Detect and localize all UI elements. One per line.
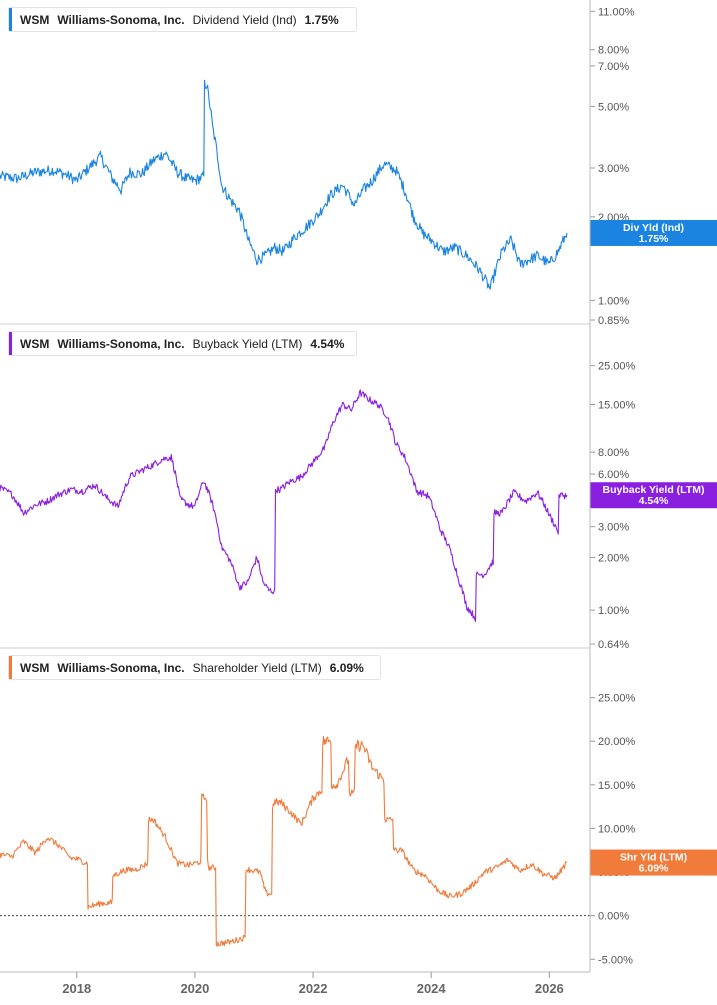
y-tick-label: 6.00% [598,469,629,481]
y-tick-label: 11.00% [598,6,635,18]
y-tick-label: 3.00% [598,522,629,534]
y-tick-label: 15.00% [598,399,636,411]
y-tick-label: 10.00% [598,823,636,835]
badge-value: 4.54% [639,495,669,507]
legend-text: WSM Williams-Sonoma, Inc. Buyback Yield (L… [20,337,345,351]
legend-company: Williams-Sonoma, Inc. [57,337,184,351]
legend-value: 6.09% [330,661,364,675]
badge-label: Buyback Yield (LTM) [603,484,705,496]
y-tick-label: 1.00% [598,295,629,307]
y-tick-label: 0.64% [598,639,629,651]
legend-value: 4.54% [310,337,344,351]
y-tick-label: 25.00% [598,361,636,373]
y-tick-label: 0.00% [598,911,629,923]
legend-company: Williams-Sonoma, Inc. [57,661,184,675]
buyback-yield-series-line [0,389,568,622]
y-tick-label: -5.00% [598,954,633,966]
x-tick-label: 2020 [180,981,209,996]
buyback-yield-legend: WSM Williams-Sonoma, Inc. Buyback Yield (L… [8,331,357,356]
legend-value: 1.75% [305,13,339,27]
legend-metric: Buyback Yield (LTM) [193,337,303,351]
y-tick-label: 7.00% [598,61,629,73]
legend-text: WSM Williams-Sonoma, Inc. Dividend Yield (… [20,13,339,27]
shareholder-yield-legend: WSM Williams-Sonoma, Inc. Shareholder Yiel… [8,655,381,680]
y-tick-label: 1.00% [598,605,629,617]
legend-color-swatch [9,332,12,355]
x-tick-label: 2024 [417,981,447,996]
y-tick-label: 8.00% [598,45,629,57]
y-tick-label: 3.00% [598,163,629,175]
y-tick-label: 15.00% [598,780,636,792]
dividend-yield-value-badge: Div Yld (Ind)1.75% [590,219,717,246]
legend-text: WSM Williams-Sonoma, Inc. Shareholder Yiel… [20,661,364,675]
shareholder-yield-panel: 25.00%20.00%15.00%10.00%5.00%0.00%-5.00%… [0,647,717,966]
y-tick-label: 2.00% [598,552,629,564]
legend-ticker: WSM [20,661,49,675]
legend-metric: Shareholder Yield (LTM) [193,661,322,675]
y-tick-label: 20.00% [598,736,636,748]
dividend-yield-series-line [0,79,568,290]
shareholder-yield-series-line [0,735,568,947]
dividend-yield-panel: 11.00%8.00%7.00%5.00%3.00%2.00%1.00%0.85… [0,6,717,327]
legend-company: Williams-Sonoma, Inc. [57,13,184,27]
legend-color-swatch [9,656,12,679]
y-tick-label: 0.85% [598,315,629,327]
y-tick-label: 5.00% [598,101,629,113]
badge-value: 1.75% [639,233,669,245]
legend-metric: Dividend Yield (Ind) [193,13,297,27]
buyback-yield-panel: 25.00% 15.00% 8.00% 6.00% 3.00% 2.00% 1.00% 0.6… [0,323,717,651]
shareholder-yield-value-badge: Shr Yld (LTM)6.09% [590,849,717,876]
x-tick-label: 2026 [535,981,564,996]
dividend-yield-legend: WSM Williams-Sonoma, Inc. Dividend Yield (… [8,7,357,32]
x-tick-label: 2018 [62,981,91,996]
legend-ticker: WSM [20,13,49,27]
x-tick-label: 2022 [299,981,328,996]
y-tick-label: 8.00% [598,447,629,459]
buyback-yield-value-badge: Buyback Yield (LTM)4.54% [590,482,717,509]
x-axis: 2018 2020 2022 2024 2026 [0,971,590,996]
legend-ticker: WSM [20,337,49,351]
badge-label: Shr Yld (LTM) [620,852,687,864]
legend-color-swatch [9,8,12,31]
badge-label: Div Yld (Ind) [623,222,684,234]
y-tick-label: 25.00% [598,693,636,705]
badge-value: 6.09% [639,863,669,875]
